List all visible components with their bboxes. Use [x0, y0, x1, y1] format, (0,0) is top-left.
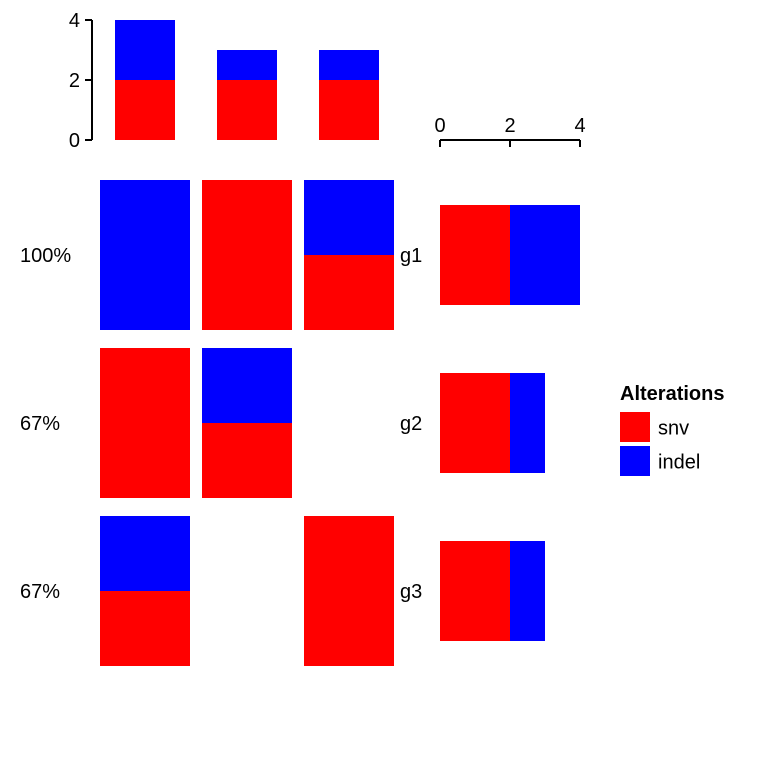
right-bar-tick-label: 4: [574, 115, 585, 137]
heatmap-cell-snv: [304, 255, 394, 330]
row-percent-label: 67%: [20, 581, 60, 603]
heatmap-cell-snv: [100, 591, 190, 666]
top-bar-snv: [217, 80, 277, 140]
right-bar-snv: [440, 205, 510, 305]
top-bar-indel: [115, 20, 175, 80]
right-bar-snv: [440, 373, 510, 473]
gene-label: g2: [400, 413, 422, 435]
right-bar-indel: [510, 373, 545, 473]
top-bar-tick-label: 2: [69, 70, 80, 92]
right-bar-indel: [510, 541, 545, 641]
oncoprint-chart: 0 2 4 0 2 4 100% g1 67% g2 67% g3 Alterations snv inde…: [0, 0, 768, 768]
gene-label: g3: [400, 581, 422, 603]
heatmap-cell-indel: [202, 348, 292, 423]
legend-label: indel: [658, 452, 700, 474]
heatmap-cell-snv: [202, 423, 292, 498]
top-bar-indel: [217, 50, 277, 80]
legend-swatch: [620, 446, 650, 476]
row-percent-label: 100%: [20, 245, 71, 267]
heatmap-cell-snv: [202, 180, 292, 330]
heatmap-cell-indel: [100, 180, 190, 330]
top-bar-snv: [319, 80, 379, 140]
legend-title: Alterations: [620, 383, 724, 405]
top-bar-snv: [115, 80, 175, 140]
heatmap-cell-indel: [304, 180, 394, 255]
right-bar-indel: [510, 205, 580, 305]
heatmap-cell-snv: [304, 516, 394, 666]
top-bar-indel: [319, 50, 379, 80]
top-bar-tick-label: 0: [69, 130, 80, 152]
right-bar-tick-label: 2: [504, 115, 515, 137]
top-bar-tick-label: 4: [69, 10, 80, 32]
gene-label: g1: [400, 245, 422, 267]
legend-label: snv: [658, 418, 689, 440]
heatmap-cell-indel: [100, 516, 190, 591]
row-percent-label: 67%: [20, 413, 60, 435]
right-bar-tick-label: 0: [434, 115, 445, 137]
heatmap-cell-snv: [100, 348, 190, 498]
legend-swatch: [620, 412, 650, 442]
right-bar-snv: [440, 541, 510, 641]
